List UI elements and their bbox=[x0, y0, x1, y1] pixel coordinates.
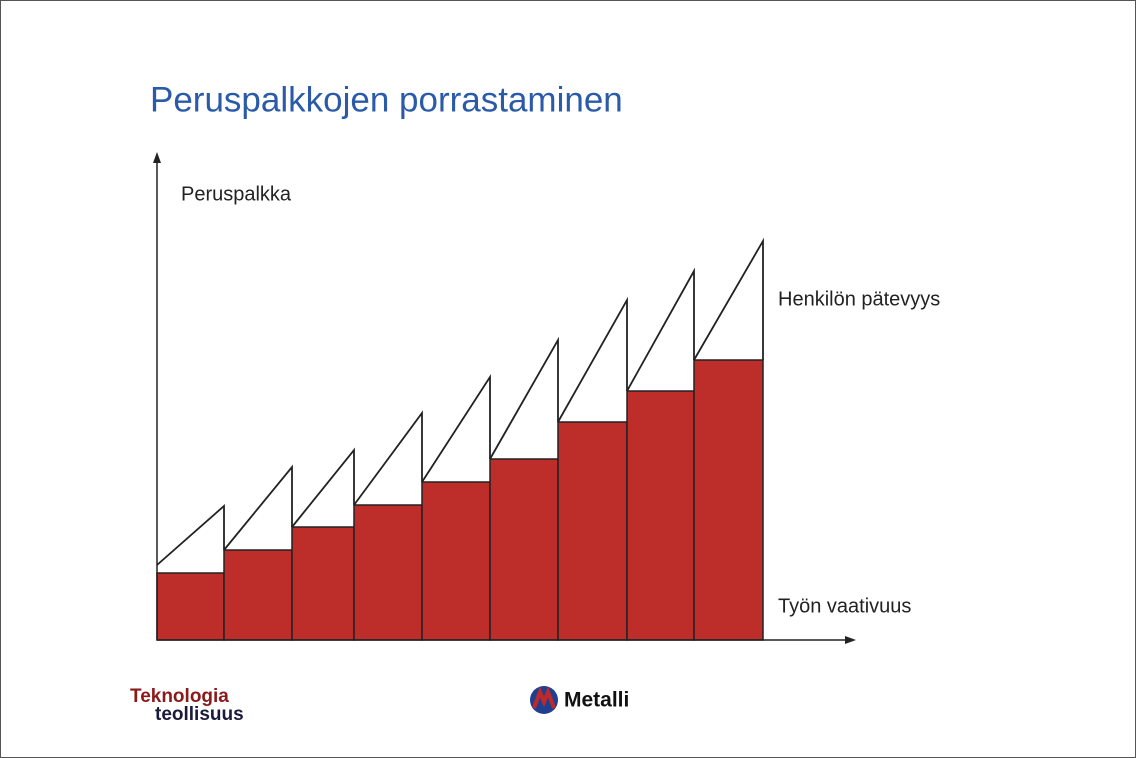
step-bar bbox=[557, 421, 628, 641]
logo-right: Metalli bbox=[530, 686, 629, 714]
competence-wedge bbox=[353, 410, 423, 506]
logo-left-line1: Teknologia bbox=[130, 686, 229, 707]
step-bar bbox=[693, 359, 764, 641]
x-arrow bbox=[845, 636, 856, 644]
logo-icon-mark bbox=[532, 686, 556, 709]
y-arrow bbox=[153, 152, 161, 163]
step-bar bbox=[489, 458, 559, 641]
curve-label: Henkilön pätevyys bbox=[778, 288, 940, 310]
step-bar bbox=[626, 390, 695, 641]
logo-left-line2: teollisuus bbox=[155, 704, 244, 725]
step-bar bbox=[223, 549, 293, 641]
competence-wedge bbox=[223, 464, 293, 551]
logo-text: Metalli bbox=[564, 689, 629, 712]
competence-wedge bbox=[557, 296, 628, 423]
steps bbox=[156, 237, 764, 641]
competence-wedge bbox=[489, 336, 559, 460]
x-label: Työn vaativuus bbox=[778, 595, 911, 617]
competence-wedge bbox=[291, 447, 355, 528]
competence-wedge bbox=[626, 267, 695, 392]
y-label: Peruspalkka bbox=[181, 183, 292, 205]
step-bar bbox=[353, 504, 423, 641]
step-bar bbox=[421, 481, 491, 641]
competence-wedge bbox=[421, 373, 491, 483]
competence-wedge bbox=[693, 237, 764, 361]
slide-title: Peruspalkkojen porrastaminen bbox=[150, 80, 623, 119]
competence-wedge bbox=[156, 504, 225, 566]
step-bar bbox=[156, 572, 225, 641]
step-bar bbox=[291, 526, 355, 641]
